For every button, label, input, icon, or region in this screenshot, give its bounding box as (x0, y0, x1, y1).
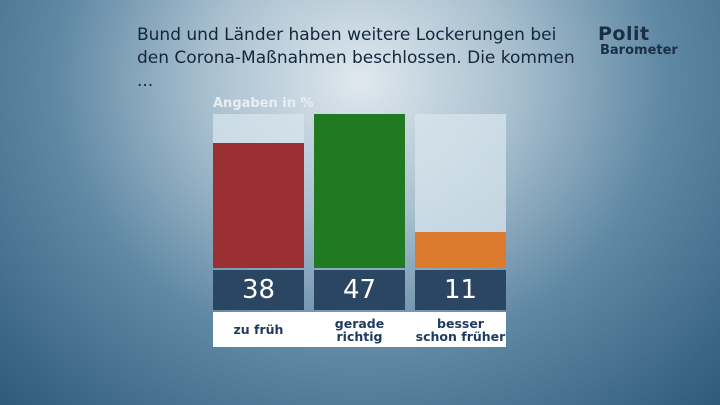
bar (314, 114, 405, 268)
value-label: 11 (415, 270, 506, 310)
logo-text: Barometer (600, 43, 678, 58)
logo: Polit Barometer (598, 24, 678, 58)
label-background (213, 312, 506, 347)
logo-text: Polit (598, 23, 650, 45)
category-label: gerade richtig (334, 315, 385, 344)
bar (213, 143, 304, 268)
category-label: zu früh (233, 322, 284, 337)
bar (415, 231, 506, 268)
value-label: 38 (213, 270, 304, 310)
subtitle: Angaben in % (213, 96, 314, 111)
category-label: besser schon früher (415, 315, 506, 344)
chart-title: Bund und Länder haben weitere Lockerunge… (137, 25, 575, 91)
value-label: 47 (314, 270, 405, 310)
